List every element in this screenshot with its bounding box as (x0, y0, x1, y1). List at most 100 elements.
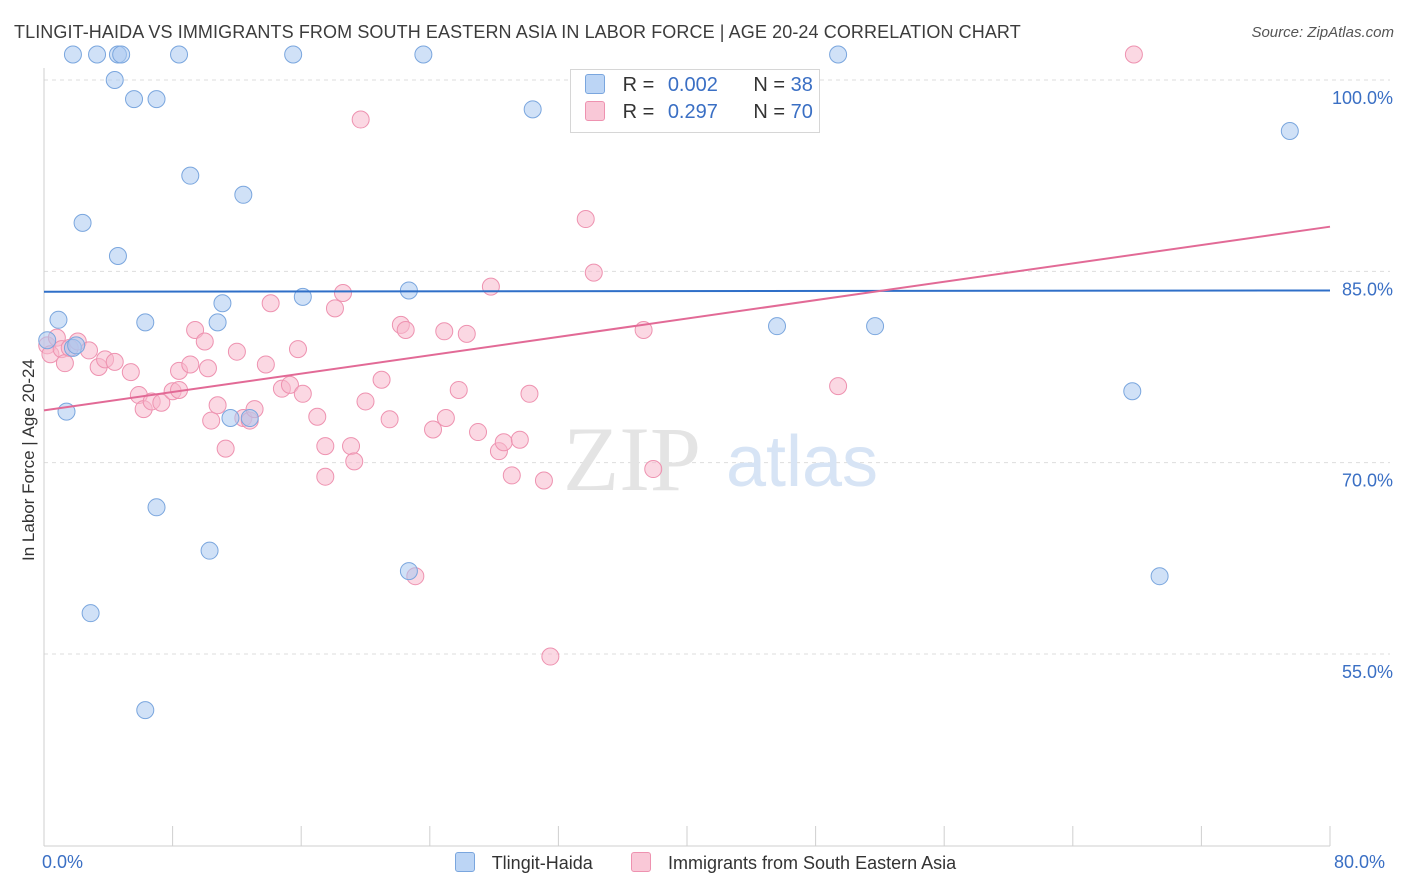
data-point-immigrants (576, 210, 595, 229)
data-point-tlingit (234, 185, 253, 204)
data-point-tlingit (829, 45, 848, 64)
data-point-immigrants (208, 396, 227, 415)
data-point-immigrants (261, 294, 280, 313)
trend-line-tlingit (43, 289, 1331, 293)
legend-label-tlingit: Tlingit-Haida (491, 853, 593, 873)
data-point-tlingit (170, 45, 189, 64)
stats-legend: R = 0.002 N = 38 R = 0.297 N = 70 (570, 69, 820, 133)
data-point-tlingit (293, 287, 312, 306)
legend-n-value-immigrants: 70 (790, 101, 813, 123)
legend-r-label: R = (622, 74, 655, 96)
data-point-tlingit (81, 604, 100, 623)
data-point-immigrants (333, 284, 352, 303)
data-point-immigrants (55, 354, 74, 373)
watermark-zip: ZIP (563, 408, 701, 510)
data-point-tlingit (221, 409, 240, 428)
data-point-tlingit (73, 213, 92, 232)
data-point-immigrants (584, 263, 603, 282)
data-point-immigrants (121, 363, 140, 382)
legend-n-label: N = (753, 101, 786, 123)
data-point-immigrants (481, 277, 500, 296)
data-point-immigrants (342, 437, 361, 456)
legend-r-value-tlingit: 0.002 (667, 74, 718, 96)
data-point-immigrants (457, 324, 476, 343)
data-point-tlingit (147, 498, 166, 517)
data-point-tlingit (866, 317, 885, 336)
data-point-immigrants (541, 647, 560, 666)
data-point-immigrants (372, 370, 391, 389)
data-point-tlingit (105, 71, 124, 89)
data-point-immigrants (510, 430, 529, 449)
data-point-tlingit (240, 409, 259, 428)
y-tick-label: 55.0% (1342, 662, 1393, 682)
data-point-immigrants (105, 352, 124, 371)
data-point-immigrants (198, 359, 217, 378)
legend-n-label: N = (753, 74, 786, 96)
data-point-tlingit (1280, 122, 1299, 141)
data-point-tlingit (399, 562, 418, 581)
data-point-tlingit (414, 45, 433, 64)
data-point-tlingit (108, 247, 127, 266)
legend-swatch-immigrants (585, 101, 605, 121)
legend-item-tlingit[interactable]: Tlingit-Haida (455, 852, 593, 874)
data-point-immigrants (356, 392, 375, 411)
legend-swatch-tlingit (585, 74, 605, 94)
data-point-immigrants (186, 321, 205, 340)
y-tick-label: 100.0% (1332, 88, 1393, 108)
data-point-immigrants (435, 322, 454, 341)
data-point-tlingit (147, 90, 166, 109)
data-point-tlingit (523, 100, 542, 119)
data-point-immigrants (308, 407, 327, 426)
data-point-immigrants (502, 466, 521, 485)
data-point-immigrants (181, 355, 200, 374)
data-point-immigrants (280, 375, 299, 394)
data-point-immigrants (325, 299, 344, 318)
series-legend: Tlingit-Haida Immigrants from South East… (0, 852, 1406, 876)
data-point-tlingit (63, 45, 82, 64)
data-point-immigrants (424, 420, 443, 439)
data-point-immigrants (202, 411, 221, 430)
data-point-immigrants (227, 342, 246, 361)
x-tick-label-max: 80.0% (1334, 852, 1386, 872)
data-point-tlingit (38, 331, 57, 350)
legend-label-immigrants: Immigrants from South Eastern Asia (668, 853, 957, 873)
data-point-immigrants (316, 437, 335, 456)
legend-item-immigrants[interactable]: Immigrants from South Eastern Asia (631, 852, 956, 874)
source-label: Source: ZipAtlas.com (1251, 24, 1394, 41)
legend-swatch-tlingit (455, 852, 475, 872)
legend-n-value-tlingit: 38 (790, 74, 813, 96)
data-point-immigrants (216, 439, 235, 458)
data-point-immigrants (288, 340, 307, 359)
watermark-atlas: atlas (726, 422, 878, 502)
data-point-immigrants (644, 460, 663, 479)
y-tick-label: 70.0% (1342, 471, 1393, 491)
legend-row-tlingit: R = 0.002 N = 38 (585, 74, 813, 98)
data-point-tlingit (1123, 382, 1142, 401)
data-point-immigrants (345, 452, 364, 471)
data-point-tlingit (49, 310, 68, 329)
data-point-immigrants (1124, 45, 1143, 64)
data-point-immigrants (195, 332, 214, 351)
data-point-tlingit (67, 336, 86, 355)
data-point-immigrants (256, 355, 275, 374)
data-point-tlingit (200, 541, 219, 560)
legend-row-immigrants: R = 0.297 N = 70 (585, 101, 813, 125)
data-point-immigrants (469, 423, 488, 442)
data-point-tlingit (768, 317, 787, 336)
data-point-immigrants (534, 471, 553, 490)
y-tick-label: 85.0% (1342, 279, 1393, 299)
legend-r-value-immigrants: 0.297 (667, 101, 718, 123)
data-point-tlingit (208, 313, 227, 332)
data-point-tlingit (88, 45, 107, 64)
data-point-immigrants (520, 384, 539, 403)
data-point-immigrants (449, 380, 468, 399)
data-point-tlingit (1150, 567, 1169, 586)
data-point-tlingit (125, 90, 144, 109)
data-point-tlingit (284, 45, 303, 64)
data-point-tlingit (136, 701, 155, 720)
data-point-immigrants (494, 433, 513, 452)
chart-title: TLINGIT-HAIDA VS IMMIGRANTS FROM SOUTH E… (14, 22, 1021, 42)
data-point-immigrants (380, 410, 399, 429)
data-point-tlingit (112, 45, 131, 64)
